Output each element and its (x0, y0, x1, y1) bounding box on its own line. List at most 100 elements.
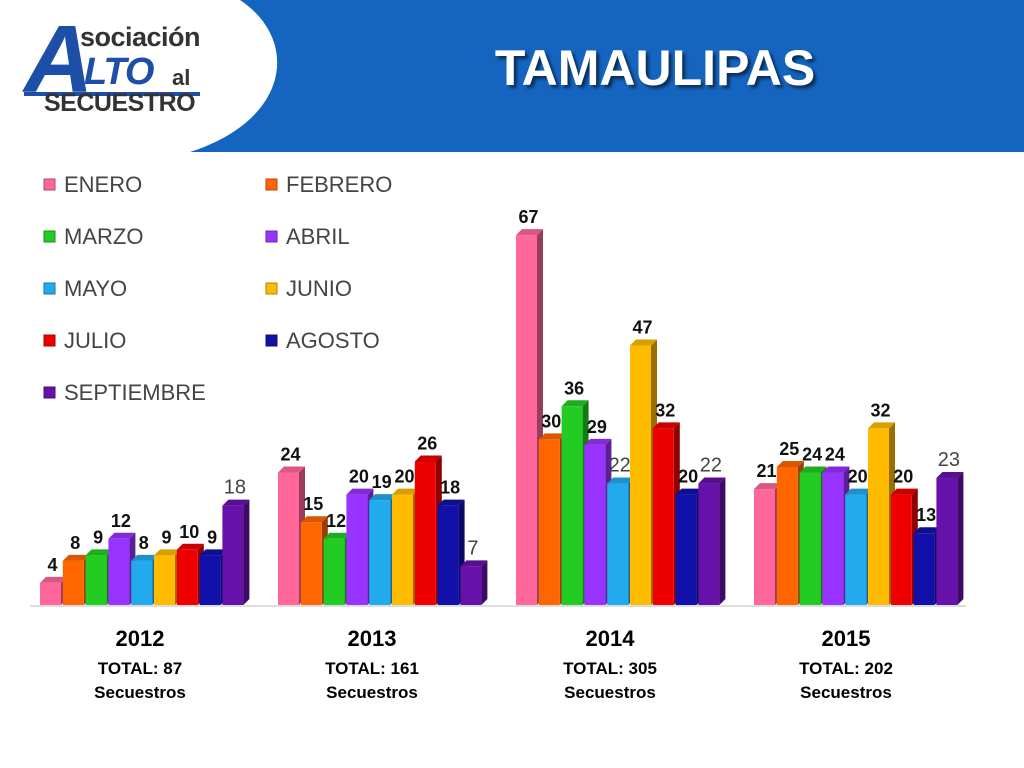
legend-swatch-febrero (265, 178, 278, 191)
value-label-2012-septiembre: 18 (224, 477, 246, 499)
value-label-2015-febrero: 25 (779, 439, 799, 459)
x-label-total-2012: TOTAL: 87 (98, 659, 182, 678)
bar-top (584, 438, 612, 445)
bar-2012-septiembre (222, 499, 250, 605)
legend-label-septiembre: SEPTIEMBRE (64, 380, 206, 405)
value-label-2014-febrero: 30 (541, 411, 561, 431)
x-label-note-2013: Secuestros (326, 683, 418, 702)
x-label-year-2012: 2012 (116, 626, 165, 651)
bar-front (300, 522, 322, 605)
bar-top (630, 339, 657, 346)
bar-top (40, 576, 67, 583)
x-label-note-2014: Secuestros (564, 683, 656, 702)
bar-2015-septiembre (936, 472, 964, 605)
bar-front (845, 494, 867, 605)
x-label-total-2015: TOTAL: 202 (799, 659, 893, 678)
value-label-2012-abril: 12 (111, 511, 131, 531)
logo-line-3: SECUESTRO (44, 89, 196, 117)
logo-big-letter: A (24, 6, 94, 113)
bar-top (890, 488, 918, 495)
logo: A sociación LTO al SECUESTRO (22, 8, 202, 120)
logo-rule (24, 92, 200, 96)
bar-top (776, 461, 804, 467)
bar-front (538, 439, 560, 605)
bar-front (584, 444, 606, 605)
legend-label-abril: ABRIL (286, 224, 350, 249)
legend-swatch-agosto (265, 334, 278, 347)
bar-front (516, 235, 537, 605)
bar-front (561, 406, 583, 605)
x-label-total-2013: TOTAL: 161 (325, 659, 419, 678)
bar-top (369, 494, 397, 501)
bar-side (719, 477, 726, 605)
legend-label-mayo: MAYO (64, 276, 127, 301)
value-label-2015-junio: 32 (870, 400, 890, 420)
banner-shape (0, 0, 1024, 152)
value-label-2013-abril: 20 (349, 467, 369, 487)
bar-front (85, 555, 107, 605)
value-label-2015-septiembre: 23 (938, 449, 960, 471)
bar-top (154, 549, 181, 556)
bar-front (392, 494, 413, 605)
bar-front (62, 560, 84, 605)
legend-swatch-abril (265, 230, 278, 243)
bar-top (437, 499, 465, 506)
bar-top (607, 477, 635, 484)
bar-top (754, 483, 781, 490)
value-label-2015-mayo: 20 (848, 467, 868, 487)
x-label-total-2014: TOTAL: 305 (563, 659, 657, 678)
value-label-2014-enero: 67 (518, 207, 538, 227)
value-label-2015-abril: 24 (825, 445, 845, 465)
logo-line-2-sub: al (172, 65, 191, 90)
page-title: TAMAULIPAS (494, 40, 816, 96)
bar-2014-junio (630, 339, 657, 605)
value-label-2015-agosto: 13 (916, 505, 936, 525)
bar-top (516, 229, 543, 236)
value-label-2014-abril: 29 (587, 417, 607, 437)
legend-label-agosto: AGOSTO (286, 328, 380, 353)
bar-top (278, 466, 305, 473)
x-label-note-2012: Secuestros (94, 683, 186, 702)
bar-top (222, 499, 250, 506)
bar-front (776, 467, 798, 605)
chart-legend: ENERO FEBRERO MARZO ABRIL MAYO JUNIO JULIO AGOS… (43, 172, 392, 405)
bar-side (243, 499, 250, 605)
bar-side (481, 560, 488, 605)
bar-front (754, 489, 775, 605)
value-label-2012-enero: 4 (47, 555, 57, 575)
bar-2012-enero (40, 576, 67, 605)
bar-front (346, 494, 368, 605)
value-label-2013-septiembre: 7 (467, 537, 478, 559)
bar-front (108, 538, 130, 605)
bar-2014-septiembre (698, 477, 726, 605)
bar-top (414, 455, 442, 462)
bar-front (199, 555, 221, 605)
value-label-2012-junio: 9 (161, 527, 171, 547)
value-label-2015-julio: 20 (893, 467, 913, 487)
legend-swatch-mayo (43, 282, 56, 295)
bar-front (698, 483, 720, 605)
bar-top (538, 433, 566, 440)
value-label-2013-mayo: 19 (372, 472, 392, 492)
bar-top (799, 466, 827, 473)
value-label-2014-julio: 32 (655, 400, 675, 420)
bar-top (652, 422, 680, 429)
bar-front (936, 478, 958, 605)
value-label-2013-julio: 26 (417, 433, 437, 453)
logo-line-2: LTO (84, 51, 154, 93)
header-banner: A sociación LTO al SECUESTRO TAMAULIPAS (0, 0, 1024, 152)
bar-top (868, 422, 895, 429)
bar-top (346, 488, 374, 495)
bar-front (222, 505, 244, 605)
value-label-2014-marzo: 36 (564, 378, 584, 398)
bar-front (607, 483, 629, 605)
value-label-2013-enero: 24 (280, 445, 300, 465)
value-label-2014-junio: 47 (632, 318, 652, 338)
value-label-2013-junio: 20 (394, 467, 414, 487)
bar-front (868, 428, 889, 605)
bar-side (957, 472, 964, 605)
bar-front (630, 345, 651, 605)
value-label-2013-febrero: 15 (303, 494, 323, 514)
legend-swatch-septiembre (43, 386, 56, 399)
